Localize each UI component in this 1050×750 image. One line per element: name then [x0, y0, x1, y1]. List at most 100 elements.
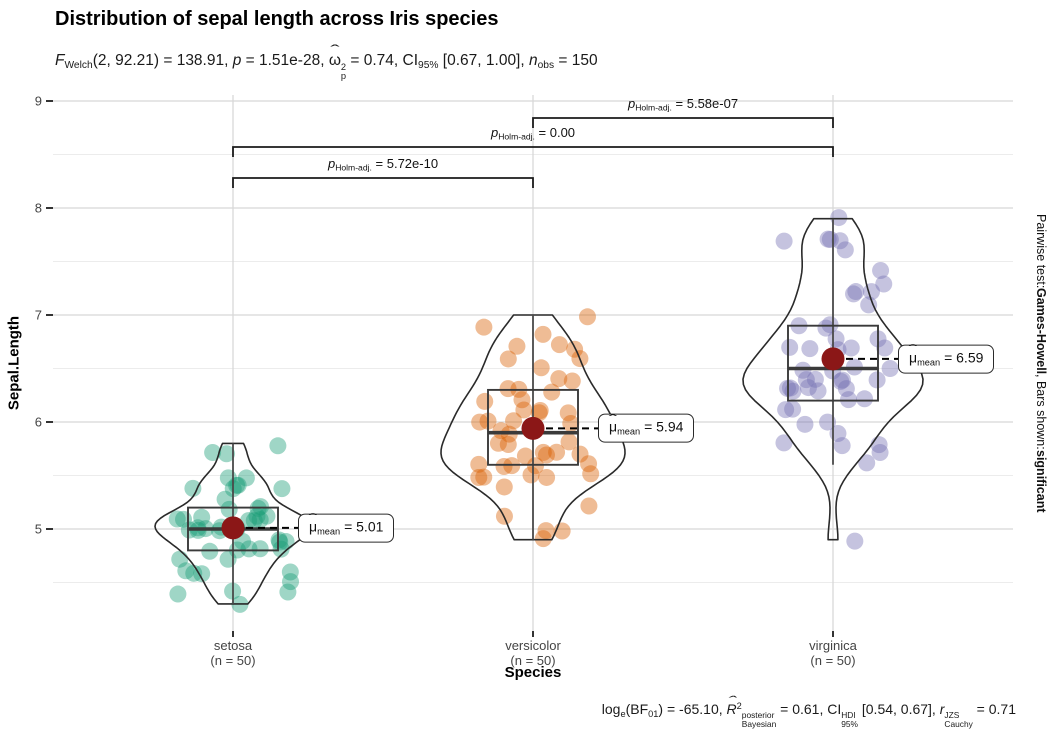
y-tick-label: 5: [34, 521, 42, 537]
data-point-versicolor: [582, 465, 600, 483]
mean-point-setosa: [221, 516, 245, 540]
data-point-setosa: [193, 565, 211, 583]
data-point-virginica: [821, 231, 839, 249]
data-point-virginica: [836, 241, 854, 259]
data-point-versicolor: [495, 478, 513, 496]
data-point-virginica: [842, 339, 860, 357]
data-point-versicolor: [548, 443, 566, 461]
data-point-virginica: [832, 372, 850, 390]
data-point-versicolor: [492, 422, 510, 440]
violin-virginica: [742, 217, 924, 541]
data-point-versicolor: [516, 447, 534, 465]
data-point-virginica: [837, 380, 855, 398]
data-point-versicolor: [550, 370, 568, 388]
x-tick-label-versicolor: versicolor (n = 50): [505, 638, 561, 669]
data-point-versicolor: [508, 337, 526, 355]
data-point-setosa: [240, 540, 258, 558]
data-point-virginica: [871, 443, 889, 461]
data-point-versicolor: [550, 336, 568, 354]
data-point-setosa: [169, 585, 187, 603]
data-point-versicolor: [534, 443, 552, 461]
data-point-versicolor: [499, 350, 517, 368]
data-point-setosa: [251, 511, 269, 529]
data-point-virginica: [775, 434, 793, 452]
data-point-setosa: [168, 510, 186, 528]
bayes-factor-caption: loge(BF01) = -65.10, ˆ R2 posterior Bayesia…: [601, 693, 1016, 730]
data-point-virginica: [796, 415, 814, 433]
data-point-setosa: [204, 443, 222, 461]
data-point-virginica: [821, 316, 839, 334]
mean-label-versicolor: ˆ μmean = 5.94: [598, 412, 695, 443]
data-point-setosa: [237, 469, 255, 487]
data-point-virginica: [872, 262, 890, 280]
data-point-versicolor: [578, 308, 596, 326]
data-point-versicolor: [566, 340, 584, 358]
data-point-versicolor: [495, 457, 513, 475]
data-point-versicolor: [505, 412, 523, 430]
comparison-bracket: [232, 177, 534, 188]
data-point-versicolor: [470, 455, 488, 473]
data-point-versicolor: [515, 401, 533, 419]
data-point-versicolor: [476, 392, 494, 410]
pvalue-label-setosa-versicolor: pHolm-adj. = 5.72e-10: [327, 156, 439, 173]
data-point-setosa: [193, 508, 211, 526]
data-point-virginica: [847, 283, 865, 301]
data-point-setosa: [252, 498, 270, 516]
data-point-virginica: [846, 532, 864, 550]
y-tick-mark: [46, 421, 53, 423]
data-point-virginica: [827, 330, 845, 348]
data-point-setosa: [277, 533, 295, 551]
data-point-virginica: [799, 379, 817, 397]
data-point-versicolor: [559, 404, 577, 422]
data-point-setosa: [270, 531, 288, 549]
y-axis-title: Sepal.Length: [5, 315, 23, 411]
data-point-virginica: [781, 379, 799, 397]
data-point-setosa: [185, 564, 203, 582]
data-point-setosa: [240, 512, 258, 530]
data-point-setosa: [184, 479, 202, 497]
y-tick-mark: [46, 528, 53, 530]
data-point-virginica: [809, 382, 827, 400]
plot-title: Distribution of sepal length across Iris…: [55, 8, 499, 30]
data-point-virginica: [819, 413, 837, 431]
pairwise-test-note: Pairwise test: Games-Howell, Bars shown:…: [1034, 213, 1048, 513]
y-tick-label: 8: [34, 200, 42, 216]
data-point-versicolor: [471, 413, 489, 431]
data-point-virginica: [875, 275, 893, 293]
mean-label-setosa: ˆ μmean = 5.01: [298, 511, 395, 543]
data-point-virginica: [860, 296, 878, 314]
data-point-versicolor: [522, 466, 540, 484]
mean-point-versicolor: [521, 416, 545, 440]
data-point-virginica: [830, 209, 848, 227]
data-point-setosa: [282, 573, 300, 591]
data-point-versicolor: [543, 383, 561, 401]
data-point-setosa: [279, 583, 297, 601]
data-point-versicolor: [532, 359, 550, 377]
data-point-versicolor: [499, 435, 517, 453]
data-point-versicolor: [475, 318, 493, 336]
data-point-setosa: [272, 540, 290, 558]
data-point-virginica: [876, 339, 894, 357]
data-point-virginica: [801, 340, 819, 358]
comparison-bracket: [232, 146, 834, 157]
plot-panel: [53, 95, 1013, 631]
data-point-virginica: [819, 230, 837, 248]
data-point-virginica: [831, 232, 849, 250]
data-point-versicolor: [513, 391, 531, 409]
data-point-virginica: [784, 382, 802, 400]
data-point-versicolor: [580, 455, 598, 473]
violin-setosa: [154, 442, 312, 605]
data-point-virginica: [840, 391, 858, 409]
data-point-virginica: [817, 319, 835, 337]
violin-versicolor: [440, 314, 626, 541]
data-point-virginica: [797, 371, 815, 389]
comparison-bracket: [532, 117, 834, 128]
data-point-versicolor: [538, 468, 556, 486]
box-virginica: [787, 324, 879, 402]
data-point-setosa: [218, 445, 236, 463]
data-point-setosa: [216, 490, 234, 508]
x-tick-mark: [232, 631, 234, 637]
data-point-versicolor: [580, 497, 598, 515]
data-point-versicolor: [530, 404, 548, 422]
